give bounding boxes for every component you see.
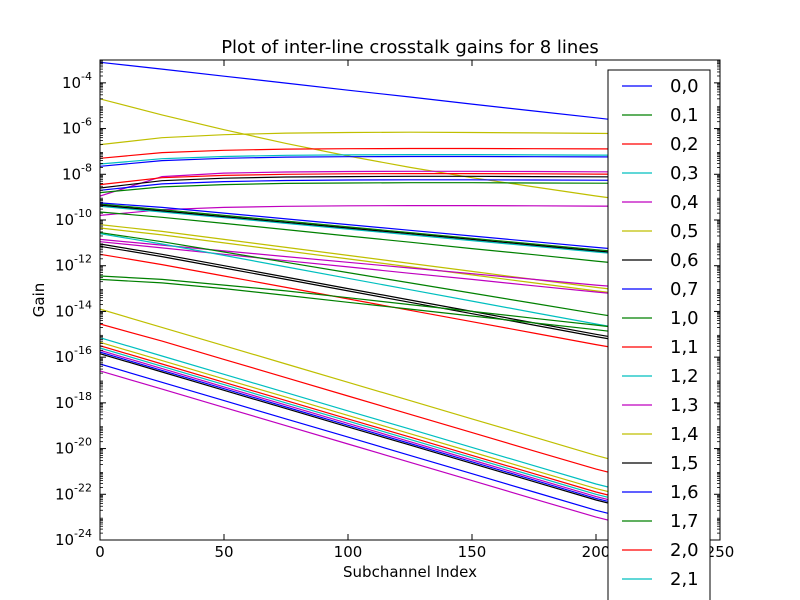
- y-tick-label: 10-12: [55, 253, 92, 275]
- chart-title: Plot of inter-line crosstalk gains for 8…: [221, 37, 599, 58]
- y-tick-label: 10-16: [55, 344, 92, 366]
- legend-label: 1,6: [670, 482, 699, 503]
- series-line-24: [100, 245, 656, 348]
- legend-label: 0,3: [670, 163, 699, 184]
- x-tick-label: 150: [458, 543, 487, 561]
- y-tick-label: 10-22: [55, 481, 92, 503]
- series-line-1: [100, 98, 656, 205]
- legend-label: 1,3: [670, 395, 699, 416]
- y-tick-label: 10-10: [55, 207, 92, 229]
- series-line-34: [100, 349, 656, 512]
- legend-label: 0,5: [670, 221, 699, 242]
- series-line-29: [100, 323, 656, 485]
- x-tick-label: 50: [214, 543, 233, 561]
- x-tick-label: 0: [95, 543, 105, 561]
- series-line-3: [100, 147, 656, 159]
- series-line-0: [100, 61, 656, 126]
- series-line-21: [100, 232, 656, 324]
- series-line-38: [100, 370, 656, 533]
- series-line-4: [100, 154, 656, 165]
- legend-label: 1,7: [670, 511, 699, 532]
- x-axis: 0 50 100 150 200 250: [95, 60, 734, 561]
- legend-box: [607, 69, 711, 600]
- y-tick-label: 10-4: [62, 70, 92, 92]
- series-line-31: [100, 341, 656, 504]
- series-line-23: [100, 243, 656, 346]
- y-axis-label: Gain: [30, 283, 48, 318]
- series-line-10: [100, 182, 656, 194]
- y-tick-label: 10-8: [62, 161, 92, 183]
- series-line-2: [100, 131, 656, 146]
- series-line-7: [100, 173, 656, 186]
- y-tick-label: 10-24: [55, 527, 92, 549]
- series-line-36: [100, 353, 656, 516]
- legend-label: 1,0: [670, 308, 699, 329]
- y-tick-label: 10-14: [55, 298, 92, 320]
- x-tick-label: 100: [334, 543, 363, 561]
- legend-label: 0,1: [670, 105, 699, 126]
- series-line-5: [100, 155, 656, 167]
- series-line-12: [100, 202, 656, 254]
- legend-label: 0,4: [670, 192, 699, 213]
- series-line-8: [100, 175, 656, 189]
- legend-label: 1,2: [670, 366, 699, 387]
- x-tick-label: 200: [582, 543, 611, 561]
- legend-label: 0,0: [670, 76, 699, 97]
- plot-frame: [99, 59, 721, 541]
- legend-label: 2,0: [670, 540, 699, 561]
- series-line-9: [100, 179, 656, 191]
- series-line-13: [100, 203, 656, 256]
- series-line-25: [100, 253, 656, 356]
- series-lines: [100, 61, 656, 533]
- series-line-28: [100, 308, 656, 472]
- series-line-33: [100, 347, 656, 510]
- series-line-6: [100, 170, 656, 197]
- x-axis-label: Subchannel Index: [343, 563, 477, 581]
- legend-label: 1,5: [670, 453, 699, 474]
- legend-label: 0,2: [670, 134, 699, 155]
- series-line-26: [100, 275, 656, 333]
- legend-label: 2,1: [670, 569, 699, 590]
- legend-label: 0,6: [670, 250, 699, 271]
- series-line-27: [100, 278, 656, 338]
- legend: 0,0 0,1 0,2 0,3 0,4 0,5 0,6 0,7 1,0 1,1 1,2 1,3 1,4 1…: [607, 69, 711, 600]
- series-line-19: [100, 238, 656, 291]
- series-line-35: [100, 351, 656, 514]
- legend-label: 1,4: [670, 424, 699, 445]
- y-tick-label: 10-18: [55, 390, 92, 412]
- series-line-15: [100, 205, 656, 258]
- series-line-17: [100, 224, 656, 295]
- series-line-32: [100, 345, 656, 508]
- legend-label: 1,1: [670, 337, 699, 358]
- legend-label: 0,7: [670, 279, 699, 300]
- y-tick-label: 10-20: [55, 436, 92, 458]
- series-line-14: [100, 211, 656, 268]
- series-line-37: [100, 363, 656, 526]
- series-line-18: [100, 227, 656, 299]
- y-tick-label: 10-6: [62, 116, 92, 138]
- series-line-30: [100, 337, 656, 500]
- series-line-16: [100, 204, 656, 257]
- series-line-20: [100, 241, 656, 299]
- series-line-11: [100, 205, 656, 216]
- x-tick-label: 250: [706, 543, 735, 561]
- series-line-22: [100, 233, 656, 335]
- y-axis: 10-24 10-22 10-20 10-18 10-16 10-14 10-12 10-10…: [55, 60, 720, 549]
